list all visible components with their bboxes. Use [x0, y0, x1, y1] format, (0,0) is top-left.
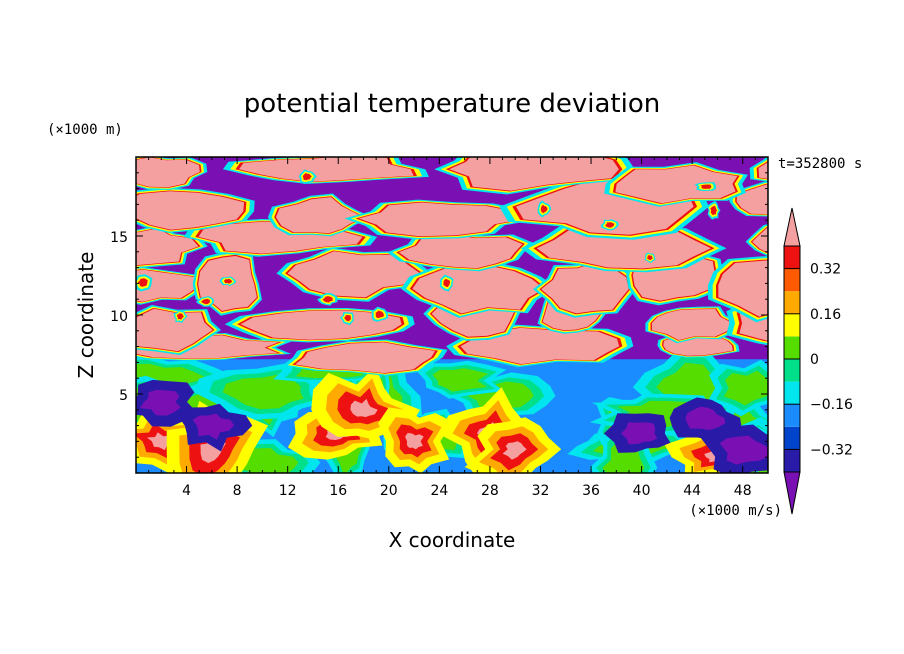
field-contour: [222, 374, 304, 410]
colorbar-tick-label: 0.32: [810, 262, 841, 278]
y-tick-label: 5: [119, 388, 128, 404]
colorbar-swatch: [784, 291, 800, 314]
field-contour: [201, 298, 210, 305]
y-axis-label: Z coordinate: [74, 252, 98, 379]
y-axis: 5 10 15: [110, 172, 768, 458]
colorbar-swatch: [784, 381, 800, 405]
colorbar-lower-extension: [783, 471, 801, 515]
x-tick-label: 4: [182, 483, 191, 499]
field-contour: [276, 197, 364, 234]
field-contour: [647, 255, 653, 261]
x-tick-label: 12: [279, 483, 297, 499]
field-contour: [223, 278, 233, 284]
colorbar-swatch: [784, 268, 800, 292]
colorbar-swatch: [784, 359, 800, 382]
y-tick-label: 15: [110, 230, 128, 246]
colorbar-swatch: [784, 449, 800, 472]
x-tick-label: 8: [233, 483, 242, 499]
field-contour: [287, 251, 421, 298]
field-contour: [685, 406, 726, 430]
x-axis: 4 8 12 16 20 24 28 32 36 40 44 48: [148, 157, 756, 499]
x-unit-label: (×1000 m/s): [689, 503, 782, 519]
chart-title: potential temperature deviation: [244, 89, 660, 119]
x-tick-label: 32: [532, 483, 550, 499]
field-contour: [177, 313, 184, 320]
colorbar-tick-label: −0.32: [810, 442, 853, 458]
field-contour: [192, 413, 235, 440]
x-tick-label: 48: [734, 483, 752, 499]
field-layers: [136, 157, 768, 473]
field-contour: [358, 202, 527, 237]
field-contour: [136, 269, 200, 302]
field-contour: [136, 157, 200, 188]
field-contour: [136, 228, 199, 266]
field-contour: [137, 278, 148, 287]
field-contour: [541, 262, 629, 314]
colorbar-tick-label: 0: [810, 352, 819, 368]
field-contour: [615, 165, 738, 204]
x-tick-label: 40: [633, 483, 651, 499]
x-tick-label: 20: [380, 483, 398, 499]
field-contour: [443, 278, 451, 288]
colorbar-tick-label: −0.16: [810, 397, 853, 413]
field-contour: [758, 162, 768, 179]
field-contour: [752, 227, 768, 253]
y-unit-label: (×1000 m): [47, 122, 123, 138]
colorbar-upper-extension: [783, 207, 801, 247]
field-contour: [536, 230, 711, 269]
field-contour: [620, 422, 658, 445]
colorbar: 0.32 0.16 0 −0.16 −0.32: [783, 207, 853, 515]
field-contour: [302, 173, 312, 181]
field-contour: [460, 327, 620, 365]
field-contour: [239, 157, 414, 182]
field-contour: [240, 310, 402, 340]
field-contour: [432, 368, 488, 392]
field-contour: [718, 260, 768, 317]
field-contour: [651, 309, 732, 341]
x-tick-label: 44: [683, 483, 701, 499]
field-contour: [405, 432, 424, 450]
field-contour: [449, 157, 619, 191]
colorbar-tick-label: 0.16: [810, 307, 841, 323]
x-tick-label: 28: [481, 483, 499, 499]
colorbar-swatch: [784, 313, 800, 337]
x-axis-label: X coordinate: [389, 528, 516, 552]
x-tick-label: 16: [329, 483, 347, 499]
field-contour: [136, 191, 244, 230]
colorbar-swatch: [784, 246, 800, 269]
field-contour: [502, 441, 527, 460]
time-label: t=352800 s: [778, 156, 862, 172]
x-tick-label: 36: [582, 483, 600, 499]
x-tick-label: 24: [430, 483, 448, 499]
field-contour: [344, 315, 351, 322]
field-contour: [136, 308, 213, 352]
field-contour: [322, 296, 333, 303]
field-contour: [398, 234, 523, 269]
field-contour: [540, 204, 548, 214]
colorbar-swatch: [784, 336, 800, 359]
y-tick-label: 10: [110, 309, 128, 325]
field-contour: [719, 435, 768, 465]
field-contour: [350, 398, 378, 418]
field-contour: [700, 184, 712, 189]
colorbar-swatch: [784, 404, 800, 427]
field-contour: [375, 310, 384, 319]
field-contour: [605, 222, 615, 228]
colorbar-swatch: [784, 426, 800, 450]
field-contour: [295, 342, 436, 374]
field-contour: [723, 370, 768, 406]
field-contour: [710, 205, 718, 216]
field-contour: [139, 389, 181, 416]
plot-area: [136, 157, 768, 473]
